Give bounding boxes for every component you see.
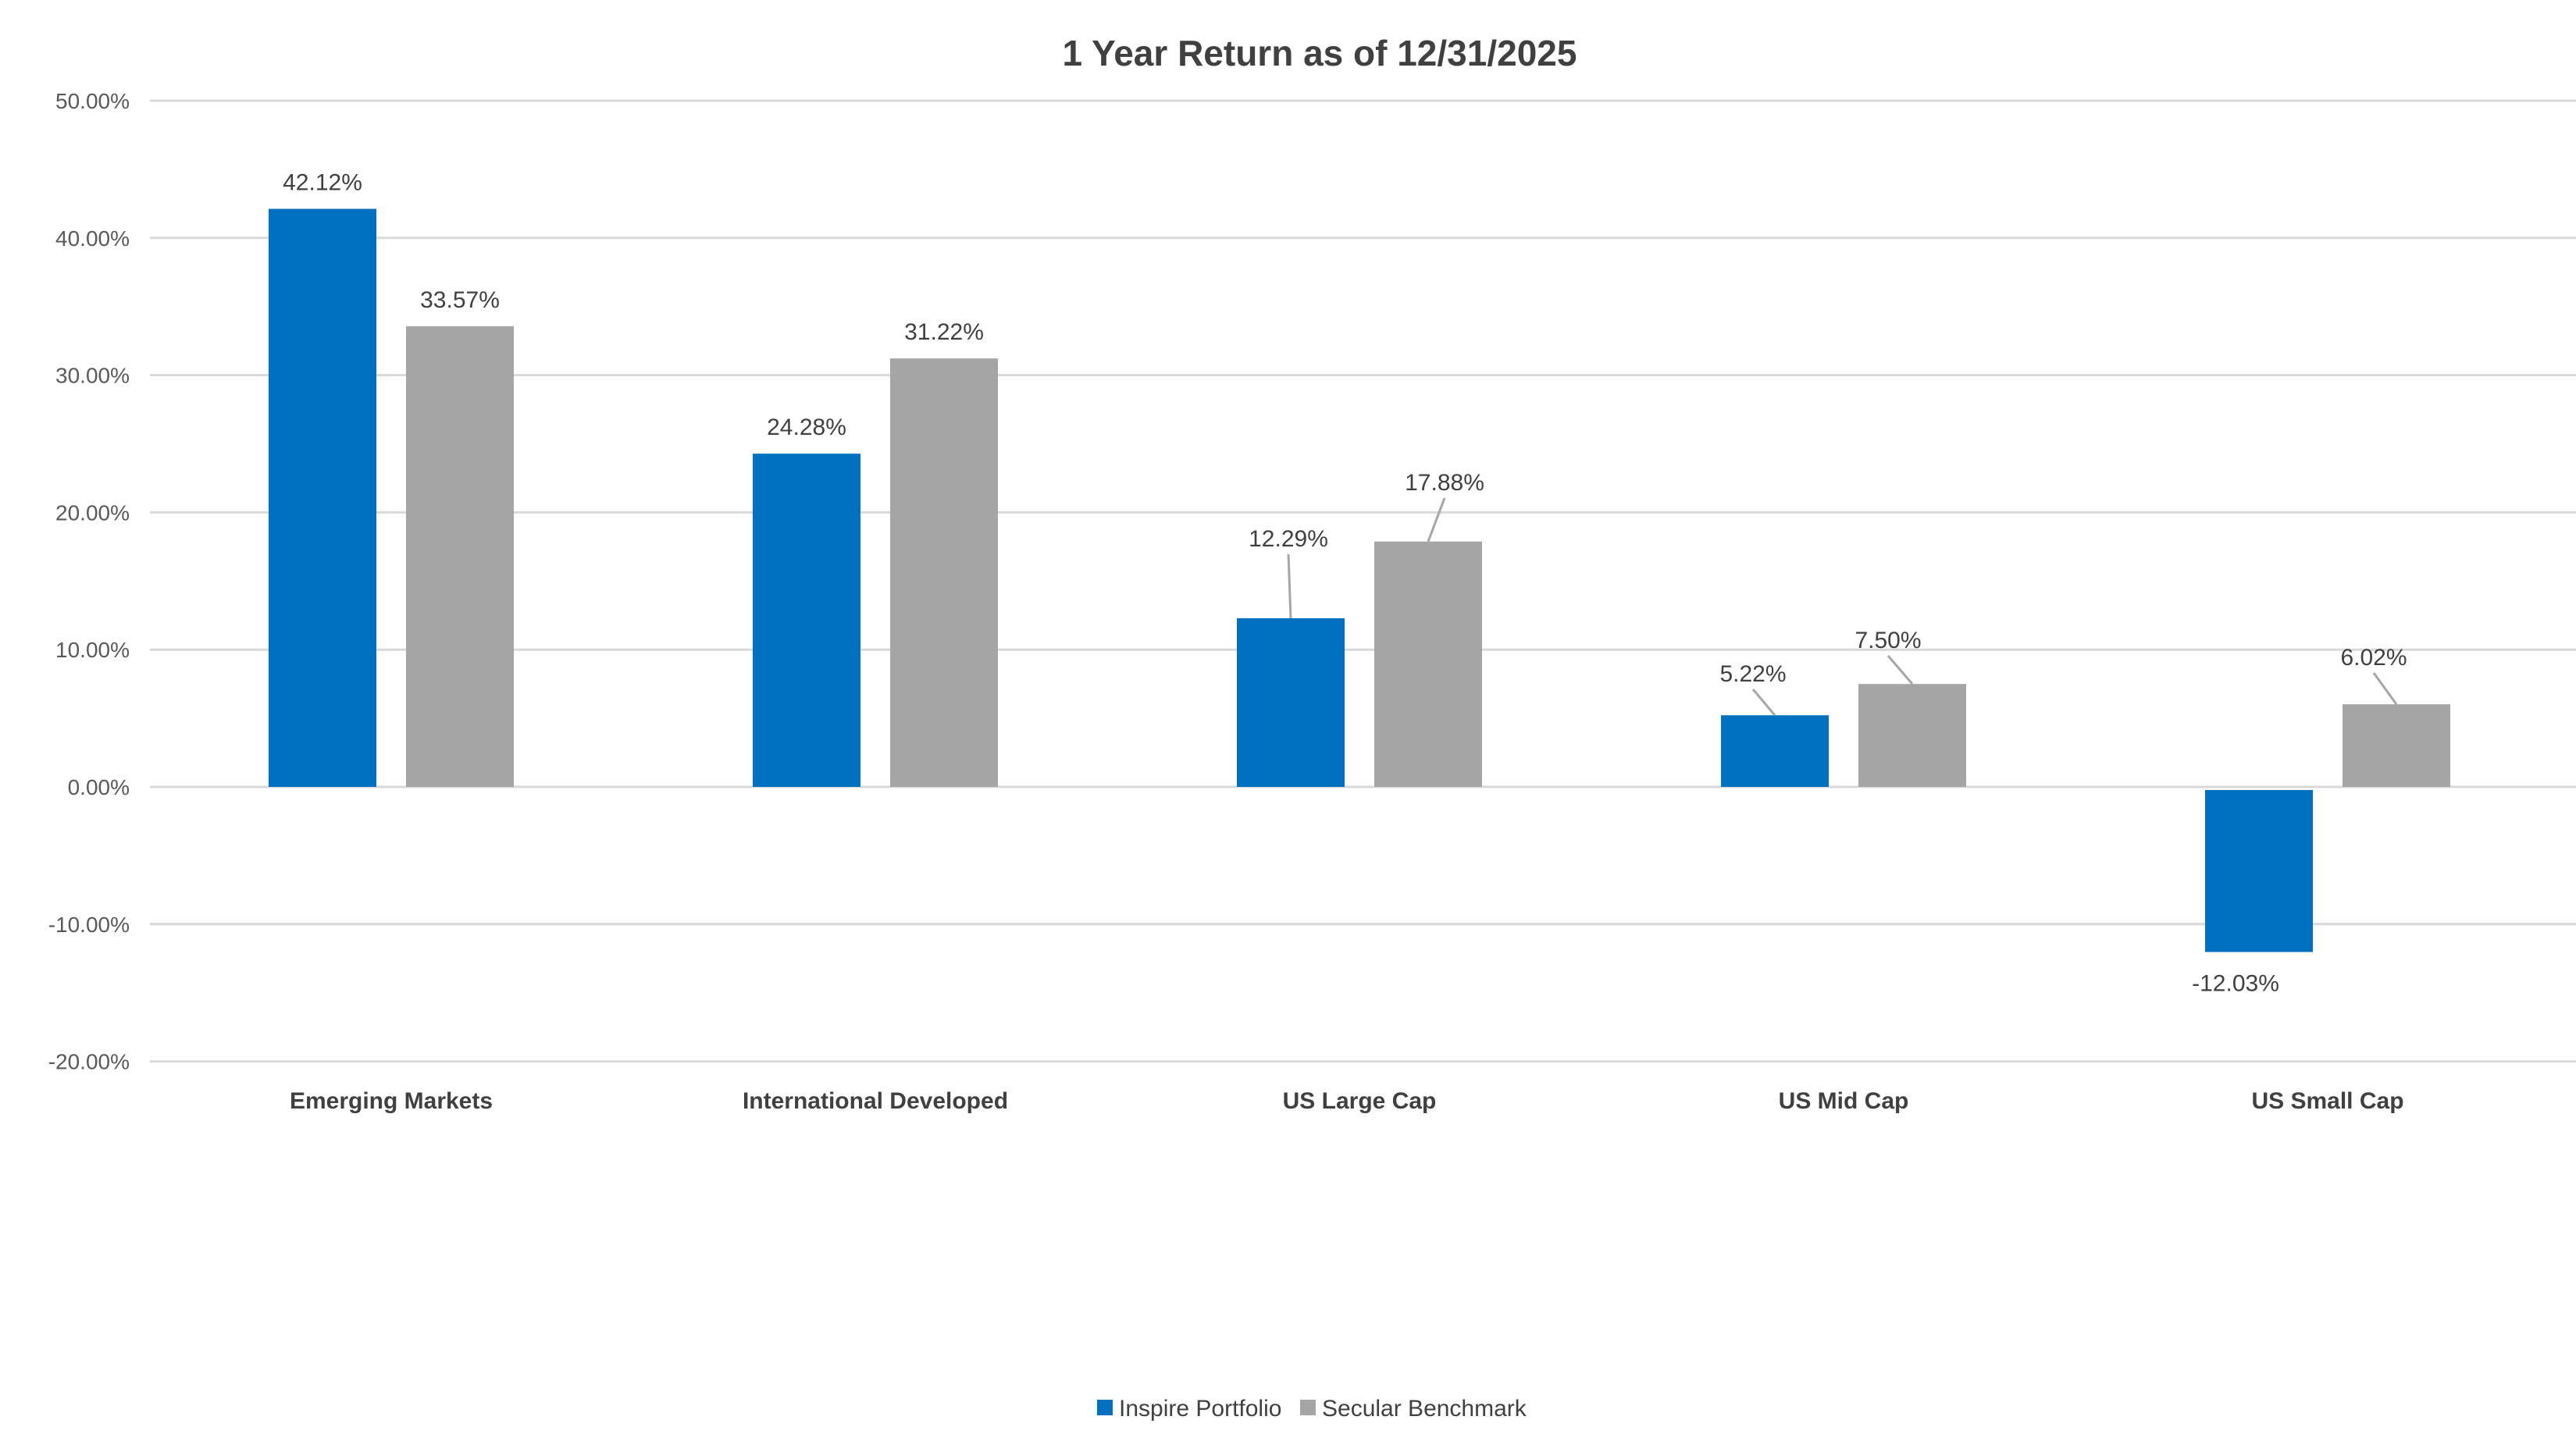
inspire-portfolio-bar	[269, 208, 376, 787]
data-label: 42.12%	[283, 170, 362, 196]
x-category-label: US Large Cap	[1283, 1088, 1437, 1114]
y-tick-label: -20.00%	[48, 1050, 130, 1074]
inspire-portfolio-bar	[1721, 715, 1829, 787]
leader-line	[1287, 553, 1292, 618]
leader-line	[2372, 672, 2398, 706]
x-category-label: Emerging Markets	[290, 1088, 493, 1114]
y-tick-label: 10.00%	[55, 638, 130, 662]
y-tick-label: 20.00%	[55, 500, 130, 525]
x-category-label: International Developed	[743, 1088, 1008, 1114]
data-label: 6.02%	[2340, 645, 2407, 671]
data-label: 12.29%	[1249, 526, 1328, 552]
data-label: 7.50%	[1855, 628, 1921, 653]
y-tick-label: 40.00%	[55, 226, 130, 251]
inspire-portfolio-bar	[753, 454, 860, 787]
secular-benchmark-bar	[1858, 684, 1966, 787]
secular-benchmark-bar	[406, 326, 514, 788]
gridlines	[150, 99, 2576, 1063]
y-tick-label: -10.00%	[48, 913, 130, 937]
leader-line	[1887, 655, 1914, 685]
legend-swatch	[1097, 1400, 1113, 1415]
legend-label: Inspire Portfolio	[1119, 1396, 1281, 1422]
inspire-portfolio-bar	[2205, 790, 2313, 952]
legend: Inspire Portfolio Secular Benchmark	[1097, 1396, 1527, 1422]
data-labels: 42.12% 24.28% 12.29% 5.22% -12.03% 33.57% 31.2…	[283, 170, 2407, 997]
x-category-label: US Small Cap	[2251, 1088, 2403, 1114]
y-tick-label: 0.00%	[68, 775, 130, 799]
x-category-label: US Mid Cap	[1779, 1088, 1909, 1114]
secular-benchmark-bar	[1374, 541, 1482, 787]
x-axis-category-labels: Emerging Markets International Developed U…	[290, 1088, 2404, 1114]
leader-line	[1427, 497, 1446, 543]
inspire-portfolio-bar	[1237, 617, 1345, 787]
legend-label: Secular Benchmark	[1322, 1396, 1527, 1422]
chart-title: 1 Year Return as of 12/31/2025	[1063, 33, 1577, 73]
secular-benchmark-bar	[2343, 704, 2450, 787]
data-label: -12.03%	[2192, 970, 2279, 996]
y-tick-label: 30.00%	[55, 364, 130, 388]
data-label: 31.22%	[904, 319, 984, 345]
data-label: 17.88%	[1405, 470, 1484, 496]
data-label: 24.28%	[767, 415, 846, 440]
y-tick-label: 50.00%	[55, 89, 130, 113]
secular-benchmark-bar	[890, 358, 998, 787]
data-label: 33.57%	[420, 287, 500, 313]
leader-line	[1751, 689, 1776, 717]
legend-swatch	[1300, 1400, 1316, 1415]
bars	[269, 208, 2450, 952]
data-label-leader-lines	[1287, 497, 2398, 717]
y-axis-tick-labels: 50.00% 40.00% 30.00% 20.00% 10.00% 0.00% -10.0…	[48, 89, 130, 1074]
data-label: 5.22%	[1719, 661, 1786, 687]
